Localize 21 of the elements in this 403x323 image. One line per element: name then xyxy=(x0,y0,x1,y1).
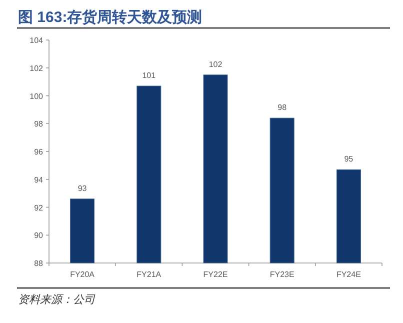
y-tick-label: 92 xyxy=(34,203,44,212)
data-label: 95 xyxy=(344,154,354,164)
x-tick-label: FY20A xyxy=(70,270,96,279)
text: 资料来源：公司 xyxy=(18,293,96,306)
x-tick-label: FY23E xyxy=(270,270,294,279)
y-tick-label: 96 xyxy=(34,148,44,156)
y-tick-label: 102 xyxy=(30,64,44,73)
data-label: 93 xyxy=(78,184,88,193)
x-tick-label: FY24E xyxy=(336,270,361,279)
y-tick-label: 100 xyxy=(30,92,44,101)
data-label: 101 xyxy=(142,70,156,80)
y-tick-label: 88 xyxy=(34,259,44,268)
x-tick-label: FY21A xyxy=(136,270,162,279)
chart-title: 图 163:存货周转天数及预测 xyxy=(18,9,202,26)
data-label: 102 xyxy=(208,60,223,69)
x-tick-label: FY22E xyxy=(203,270,228,279)
y-tick-label: 90 xyxy=(34,231,44,240)
y-tick-label: 98 xyxy=(34,120,44,129)
data-label: 98 xyxy=(278,103,288,112)
y-tick-label: 94 xyxy=(34,175,44,184)
y-tick-label: 104 xyxy=(30,36,44,45)
